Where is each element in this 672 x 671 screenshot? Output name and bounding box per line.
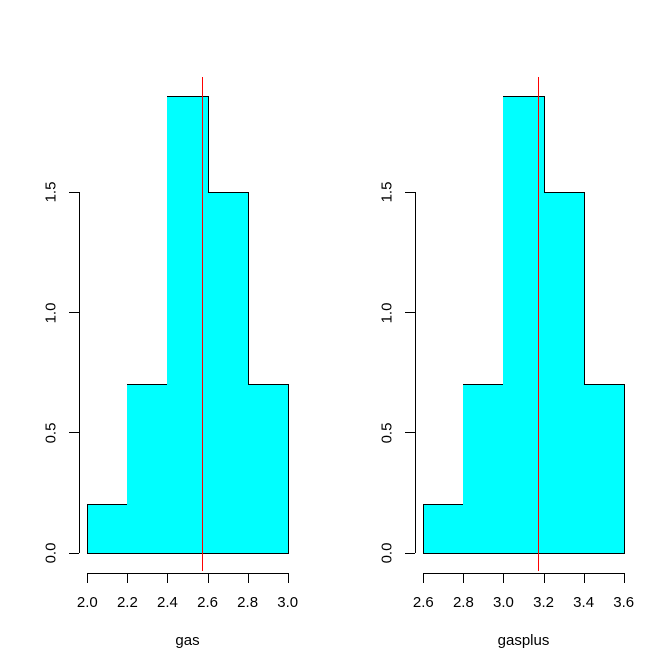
histogram-bar (423, 504, 465, 554)
x-tick-label: 3.4 (573, 594, 595, 611)
histogram-bar (207, 191, 249, 554)
y-tick-label: 1.0 (42, 302, 60, 324)
x-axis-tick (583, 572, 585, 583)
x-axis-tick (543, 572, 545, 583)
mean-line (537, 77, 539, 571)
x-tick-label: 2.4 (157, 594, 178, 611)
histogram-bar (543, 191, 585, 554)
histogram-bar (167, 95, 209, 554)
mean-line (201, 77, 203, 571)
y-axis-line (414, 191, 416, 554)
histogram-bar (583, 384, 625, 554)
y-tick-label: 0.0 (42, 542, 60, 564)
y-axis-tick (68, 312, 79, 314)
x-tick-label: 3.0 (277, 594, 299, 611)
x-axis-line (87, 572, 289, 574)
x-tick-label: 3.2 (533, 594, 554, 611)
y-axis-tick (68, 191, 79, 193)
x-tick-label: 2.6 (197, 594, 218, 611)
x-tick-label: 2.8 (452, 594, 474, 611)
histogram-bar (247, 384, 289, 554)
y-tick-label: 0.5 (42, 422, 60, 444)
x-axis-tick (247, 572, 249, 583)
y-tick-label: 1.0 (378, 302, 396, 324)
x-tick-label: 2.2 (116, 594, 138, 611)
histogram-bar (87, 504, 129, 554)
y-tick-label: 1.5 (42, 181, 60, 203)
x-tick-label: 3.0 (493, 594, 514, 611)
y-axis-tick (68, 552, 79, 554)
y-axis-tick (404, 191, 415, 193)
x-axis-title: gas (175, 632, 200, 649)
x-axis-tick (167, 572, 169, 583)
x-tick-label: 3.6 (613, 594, 635, 611)
histogram-bar (463, 384, 505, 554)
x-axis-tick (503, 572, 505, 583)
x-tick-label: 2.0 (76, 594, 98, 611)
y-axis-tick (404, 312, 415, 314)
x-axis-tick (127, 572, 129, 583)
histogram-bar (503, 95, 545, 554)
x-tick-label: 2.6 (412, 594, 434, 611)
y-axis-tick (404, 432, 415, 434)
x-axis-tick (87, 572, 89, 583)
x-axis-tick (287, 572, 289, 583)
y-axis-tick (404, 552, 415, 554)
x-axis-tick (623, 572, 625, 583)
histogram-panel-gas: 0.0 0.5 1.0 1.5 2.0 2.2 2.4 2.6 2.8 3.0 gas (42, 77, 299, 649)
y-tick-label: 1.5 (378, 181, 396, 203)
x-tick-label: 2.8 (237, 594, 259, 611)
histogram-bar (127, 384, 169, 554)
x-axis-tick (463, 572, 465, 583)
x-axis-tick (423, 572, 425, 583)
x-axis-title: gasplus (497, 632, 550, 649)
y-axis-line (78, 191, 80, 554)
x-axis-tick (207, 572, 209, 583)
y-tick-label: 0.5 (378, 422, 396, 444)
histogram-panel-gasplus: 0.0 0.5 1.0 1.5 2.6 2.8 3.0 3.2 3.4 3.6 gasplus (336, 0, 672, 671)
y-axis-tick (68, 432, 79, 434)
y-tick-label: 0.0 (378, 542, 396, 564)
x-axis-line (423, 572, 625, 574)
